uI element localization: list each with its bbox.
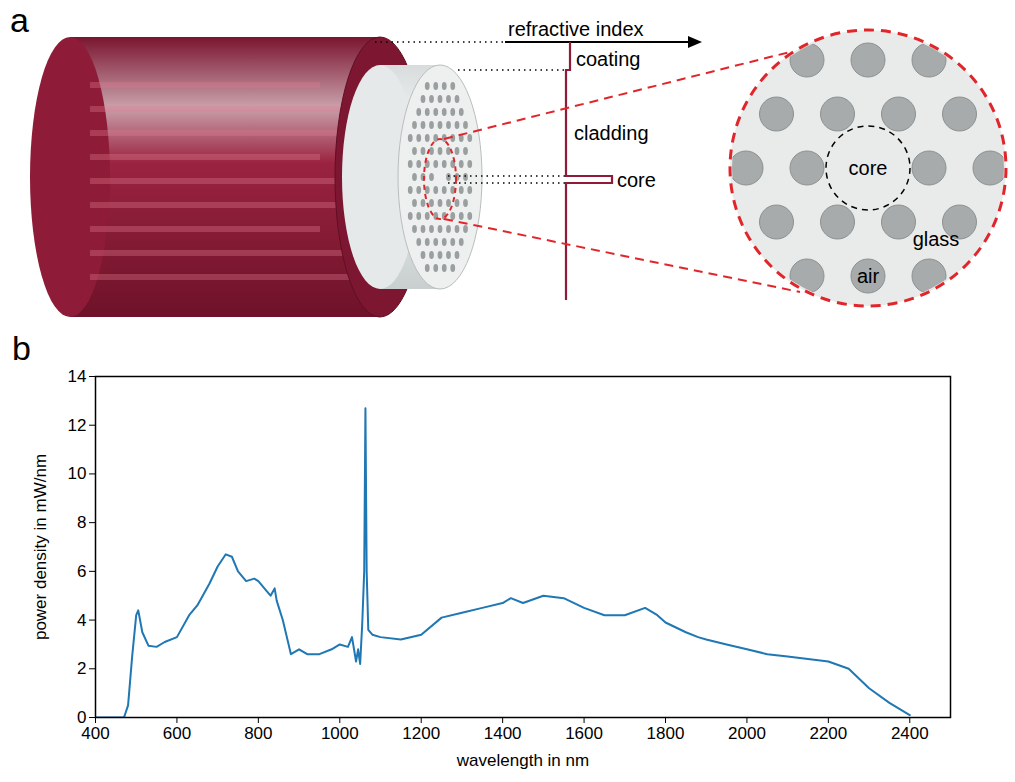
svg-text:600: 600 [163,724,191,743]
svg-text:1600: 1600 [565,724,603,743]
svg-text:1800: 1800 [647,724,685,743]
svg-text:2200: 2200 [809,724,847,743]
svg-text:a: a [10,1,29,39]
svg-text:6: 6 [77,562,86,581]
svg-text:cladding: cladding [574,122,649,144]
svg-text:power density in mW/nm: power density in mW/nm [31,454,50,640]
svg-text:4: 4 [77,611,86,630]
svg-text:10: 10 [68,464,87,483]
svg-text:1000: 1000 [321,724,359,743]
svg-text:refractive index: refractive index [508,18,644,40]
svg-text:400: 400 [81,724,109,743]
svg-text:14: 14 [68,367,87,386]
svg-text:1200: 1200 [402,724,440,743]
svg-text:800: 800 [244,724,272,743]
svg-text:8: 8 [77,513,86,532]
html-text:b: b [12,329,31,367]
svg-text:glass: glass [913,228,960,250]
svg-text:core: core [617,169,656,191]
svg-text:12: 12 [68,416,87,435]
svg-text:coating: coating [576,48,641,70]
svg-text:0: 0 [77,707,87,727]
svg-text:2400: 2400 [891,724,929,743]
svg-text:2: 2 [77,659,86,678]
svg-text:air: air [857,265,880,287]
svg-text:1400: 1400 [484,724,522,743]
svg-text:core: core [849,157,888,179]
svg-text:2000: 2000 [728,724,766,743]
svg-text:wavelength in nm: wavelength in nm [456,751,589,770]
